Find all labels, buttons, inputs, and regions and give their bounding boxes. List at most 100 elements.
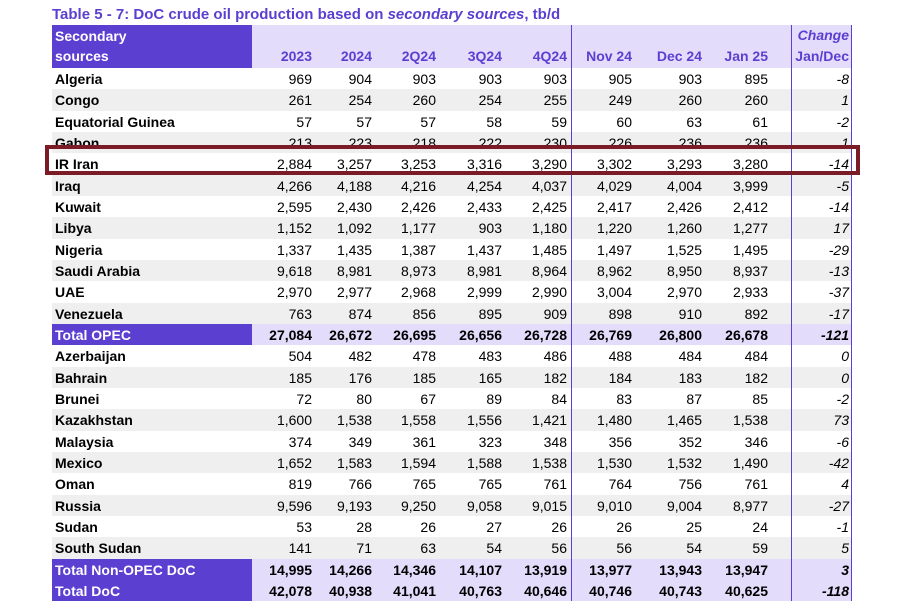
header-column: 4Q24 <box>532 48 567 64</box>
value-cell: 482 <box>348 348 372 365</box>
value-cell: 2,425 <box>531 198 567 215</box>
value-cell: 903 <box>543 71 567 87</box>
value-cell: 26,678 <box>725 326 768 343</box>
value-cell: 9,015 <box>531 497 567 514</box>
value-cell: 8,981 <box>336 262 372 279</box>
table-row: Congo 261 254 260 254 255 249 260 260 1 <box>52 89 852 111</box>
value-cell: 761 <box>744 476 768 493</box>
value-cell: 8,964 <box>531 262 567 279</box>
value-cell: 3,999 <box>732 177 768 194</box>
value-cell: 87 <box>686 390 702 407</box>
table-row: Sudan 53 28 26 27 26 26 25 24 -1 <box>52 516 852 537</box>
value-cell: 356 <box>608 433 632 450</box>
value-cell: 255 <box>543 92 567 109</box>
value-cell: 1,177 <box>400 220 436 237</box>
row-label: Iraq <box>55 177 81 194</box>
value-cell: 3,004 <box>596 284 632 301</box>
value-cell: 764 <box>608 476 632 493</box>
value-cell: 910 <box>678 305 702 322</box>
total-row-background <box>252 579 852 602</box>
table-row: Iraq 4,266 4,188 4,216 4,254 4,037 4,029 4,004 3… <box>52 174 852 196</box>
value-cell: 26,800 <box>659 326 702 343</box>
row-label: Russia <box>55 497 101 514</box>
value-cell: 756 <box>678 476 702 493</box>
value-cell: 14,995 <box>269 561 312 578</box>
change-cell: -121 <box>820 326 849 343</box>
value-cell: 484 <box>744 348 768 365</box>
value-cell: 3,293 <box>666 156 702 173</box>
row-label: Oman <box>55 476 95 493</box>
change-cell: -42 <box>828 454 849 471</box>
change-cell: 3 <box>841 561 849 578</box>
value-cell: 26 <box>420 518 436 535</box>
value-cell: 260 <box>744 92 768 109</box>
total-row: Total OPEC 27,084 26,672 26,695 26,656 26,728… <box>52 323 852 346</box>
value-cell: 1,260 <box>666 220 702 237</box>
value-cell: 141 <box>288 540 312 557</box>
value-cell: 13,947 <box>725 561 768 578</box>
value-cell: 361 <box>412 433 436 450</box>
table-row: UAE 2,970 2,977 2,968 2,999 2,990 3,004 2,970 2,… <box>52 281 852 302</box>
value-cell: 9,010 <box>596 497 632 514</box>
row-label: Azerbaijan <box>55 348 126 365</box>
row-label: Kuwait <box>55 198 101 215</box>
change-cell: -6 <box>836 433 849 450</box>
value-cell: 4,029 <box>596 177 632 194</box>
change-cell: 4 <box>841 476 849 493</box>
table-row: Mexico 1,652 1,583 1,594 1,588 1,538 1,530 1,53… <box>52 451 852 474</box>
value-cell: 1,497 <box>596 241 632 258</box>
value-cell: 903 <box>412 71 436 87</box>
value-cell: 40,763 <box>459 582 502 599</box>
table-row: Bahrain 185 176 185 165 182 184 183 182 0 <box>52 366 852 388</box>
row-label: Nigeria <box>55 241 103 258</box>
change-cell: -14 <box>828 156 849 173</box>
value-cell: 905 <box>608 71 632 87</box>
value-cell: 346 <box>744 433 768 450</box>
row-label: Kazakhstan <box>55 412 133 429</box>
value-cell: 2,412 <box>732 198 768 215</box>
value-cell: 27 <box>486 518 502 535</box>
value-cell: 61 <box>752 113 768 130</box>
value-cell: 63 <box>686 113 702 130</box>
row-label: Algeria <box>55 71 103 87</box>
value-cell: 3,316 <box>466 156 502 173</box>
value-cell: 2,970 <box>666 284 702 301</box>
value-cell: 856 <box>412 305 436 322</box>
value-cell: 8,973 <box>400 262 436 279</box>
table-row: Saudi Arabia 9,618 8,981 8,973 8,981 8,964 8,9… <box>52 259 852 282</box>
value-cell: 483 <box>478 348 502 365</box>
value-cell: 3,302 <box>596 156 632 173</box>
row-label: Total Non-OPEC DoC <box>55 561 196 578</box>
table-row: Nigeria 1,337 1,435 1,387 1,437 1,485 1,497 1,5… <box>52 239 852 260</box>
header-source-cell: Secondary sources <box>52 25 252 68</box>
table-row: Equatorial Guinea 57 57 57 58 59 60 63 61 -2 <box>52 111 852 132</box>
change-cell: -13 <box>828 262 849 279</box>
value-cell: 2,430 <box>336 198 372 215</box>
value-cell: 1,530 <box>596 454 632 471</box>
value-cell: 903 <box>678 71 702 87</box>
value-cell: 488 <box>608 348 632 365</box>
value-cell: 761 <box>543 476 567 493</box>
row-label: Congo <box>55 92 100 109</box>
value-cell: 4,188 <box>336 177 372 194</box>
value-cell: 1,594 <box>400 454 436 471</box>
value-cell: 254 <box>478 92 502 109</box>
value-cell: 58 <box>486 113 502 130</box>
value-cell: 1,092 <box>336 220 372 237</box>
change-cell: -17 <box>828 305 849 322</box>
value-cell: 60 <box>616 113 632 130</box>
value-cell: 766 <box>348 476 372 493</box>
value-cell: 898 <box>608 305 632 322</box>
value-cell: 14,266 <box>329 561 372 578</box>
value-cell: 63 <box>420 540 436 557</box>
value-cell: 484 <box>678 348 702 365</box>
table-row: Venezuela 763 874 856 895 909 898 910 892 -17 <box>52 302 852 324</box>
value-cell: 56 <box>551 540 567 557</box>
value-cell: 260 <box>678 92 702 109</box>
value-cell: 42,078 <box>269 582 312 599</box>
value-cell: 260 <box>412 92 436 109</box>
value-cell: 41,041 <box>393 582 436 599</box>
value-cell: 184 <box>608 369 632 386</box>
production-table: Secondary sources 2023 2024 2Q24 3Q24 4Q24 No… <box>52 25 852 602</box>
value-cell: 54 <box>486 540 502 557</box>
